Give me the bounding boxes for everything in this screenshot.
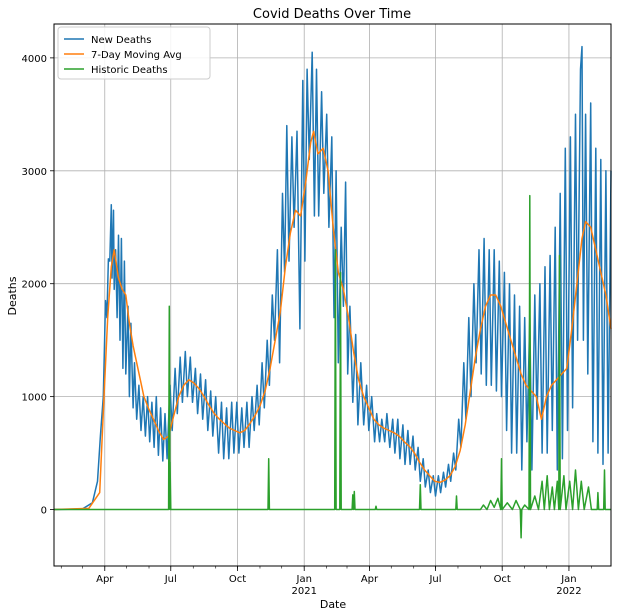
y-tick-label: 4000 — [22, 54, 47, 65]
x-tick-label: Oct — [494, 574, 511, 585]
x-tick-sublabel: 2022 — [556, 586, 581, 597]
legend-box — [57, 26, 211, 80]
chart-title: Covid Deaths Over Time — [253, 7, 411, 22]
legend: New Deaths 7-Day Moving Avg Historic Death… — [57, 26, 211, 80]
series-layer — [53, 45, 612, 539]
y-tick-label: 1000 — [22, 393, 47, 404]
x-tick-label: Jul — [428, 574, 441, 585]
x-tick-label: Jul — [164, 574, 177, 585]
x-tick-label: Jan — [296, 574, 312, 585]
series-line-historic-deaths — [54, 194, 611, 539]
y-tick-label: 2000 — [22, 280, 47, 291]
x-tick-label: Apr — [96, 574, 114, 585]
x-axis-label: Date — [320, 598, 347, 611]
legend-label: 7-Day Moving Avg — [91, 50, 182, 61]
legend-label: New Deaths — [91, 35, 151, 46]
y-tick-label: 3000 — [22, 167, 47, 178]
y-axis-label: Deaths — [6, 276, 19, 315]
legend-label: Historic Deaths — [91, 65, 168, 76]
y-tick-label: 0 — [41, 506, 47, 517]
y-axis: 0 1000 2000 3000 4000 — [22, 54, 54, 517]
x-tick-sublabel: 2021 — [291, 586, 316, 597]
x-tick-label: Oct — [229, 574, 246, 585]
x-tick-label: Jan — [560, 574, 576, 585]
plot-frame — [53, 23, 612, 567]
x-tick-label: Apr — [361, 574, 379, 585]
